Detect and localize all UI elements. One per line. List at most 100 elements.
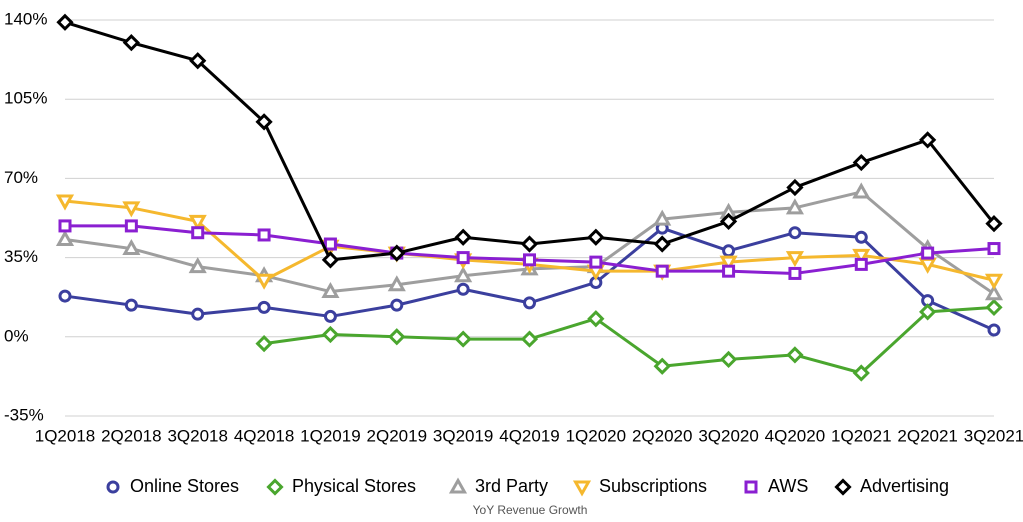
data-point [58, 219, 72, 233]
data-point [188, 257, 207, 274]
x-tick-label: 1Q2021 [831, 426, 892, 445]
data-point [122, 34, 140, 52]
x-tick-label: 1Q2020 [566, 426, 627, 445]
data-point [653, 235, 671, 253]
data-point [55, 194, 75, 211]
legend-marker [744, 480, 758, 494]
data-point [323, 237, 337, 251]
data-point [454, 228, 472, 246]
legend-item: Advertising [860, 476, 949, 496]
data-point [985, 298, 1003, 317]
data-point [523, 296, 536, 310]
data-point [722, 264, 736, 278]
legend-label: Physical Stores [292, 476, 416, 496]
data-point [987, 242, 1001, 256]
data-point [655, 264, 669, 278]
data-point [786, 346, 804, 364]
data-point [257, 300, 271, 314]
data-point [255, 334, 273, 353]
data-point [719, 255, 738, 272]
series-line [64, 20, 996, 262]
data-point [921, 246, 935, 260]
data-point [55, 229, 75, 246]
data-point [523, 253, 536, 267]
data-point [918, 257, 937, 274]
legend-label: Subscriptions [599, 476, 707, 496]
y-tick-label: 70% [4, 168, 38, 187]
data-point [520, 330, 539, 348]
data-point [390, 298, 404, 312]
data-point [189, 52, 207, 70]
data-point [520, 235, 539, 253]
legend-label: Online Stores [130, 476, 239, 496]
legend-item: Online Stores [130, 476, 239, 496]
y-tick-label: 0% [4, 326, 29, 345]
data-point [124, 219, 138, 233]
x-tick-label: 3Q2020 [698, 426, 759, 445]
data-point [589, 255, 603, 269]
data-point [321, 325, 340, 344]
legend-marker [448, 477, 468, 494]
data-point [985, 215, 1003, 233]
y-tick-label: 35% [4, 247, 38, 266]
data-point [788, 226, 802, 240]
data-point [653, 357, 671, 375]
x-tick-label: 1Q2019 [300, 426, 361, 445]
legend-item: 3rd Party [475, 476, 548, 496]
data-point [852, 248, 871, 265]
x-tick-label: 2Q2018 [101, 426, 162, 445]
data-point [854, 230, 868, 244]
x-tick-label: 2Q2019 [367, 426, 428, 445]
data-point [456, 282, 470, 296]
data-point [653, 209, 672, 226]
data-point [255, 113, 273, 131]
data-point [191, 307, 205, 321]
x-tick-label: 3Q2018 [167, 426, 228, 445]
data-point [786, 178, 804, 197]
x-tick-label: 3Q2019 [433, 426, 494, 445]
legend-marker [834, 478, 852, 496]
x-tick-label: 2Q2021 [897, 426, 958, 445]
data-point [255, 273, 274, 290]
legend-marker [266, 478, 284, 496]
legend-label: Advertising [860, 476, 949, 496]
x-tick-label: 1Q2018 [35, 426, 96, 445]
x-tick-label: 4Q2018 [234, 426, 295, 445]
data-point [188, 214, 207, 231]
data-point [122, 239, 141, 256]
data-point [387, 275, 406, 292]
data-point [984, 273, 1004, 290]
data-point [722, 244, 736, 258]
data-point [323, 309, 337, 323]
data-point [987, 323, 1001, 337]
legend-label: AWS [768, 476, 808, 496]
data-point [919, 303, 937, 321]
data-point [321, 281, 340, 299]
data-point [587, 310, 605, 328]
data-point [388, 328, 406, 346]
x-tick-label: 2Q2020 [632, 426, 693, 445]
x-tick-label: 4Q2020 [765, 426, 826, 445]
data-point [56, 13, 74, 31]
y-tick-label: 105% [4, 89, 47, 108]
data-point [854, 257, 868, 271]
legend-item: Physical Stores [292, 476, 416, 496]
data-point [58, 289, 72, 303]
series-line [263, 305, 995, 375]
data-point [191, 226, 205, 240]
data-point [321, 251, 340, 269]
data-point [388, 244, 406, 262]
legend-item: AWS [768, 476, 808, 496]
legend-marker [106, 480, 120, 494]
data-point [788, 266, 802, 280]
data-point [852, 364, 870, 382]
data-point [919, 131, 937, 149]
data-point [852, 182, 871, 199]
data-point [587, 228, 605, 246]
data-point [122, 201, 141, 218]
data-point [719, 212, 738, 231]
x-tick-label: 3Q2021 [964, 426, 1023, 445]
data-point [124, 298, 138, 312]
data-point [719, 350, 738, 369]
